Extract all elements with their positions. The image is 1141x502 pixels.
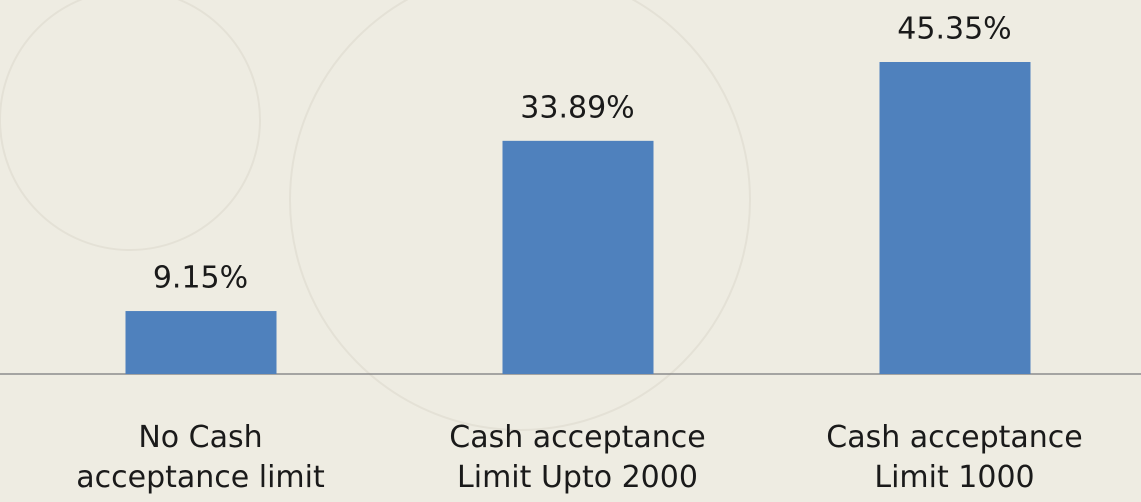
x-tick-label: Cash acceptance Limit Upto 2000 (449, 420, 706, 495)
x-tick-label: Cash acceptance Limit 1000 (826, 420, 1083, 495)
bar (879, 62, 1031, 374)
value-label: 33.89% (520, 90, 634, 125)
value-label: 45.35% (897, 12, 1011, 47)
value-label: 9.15% (153, 261, 248, 296)
x-tick-label: No Cash acceptance limit (76, 420, 325, 495)
background-decoration (0, 0, 751, 431)
bar (125, 311, 277, 374)
bar (502, 140, 654, 374)
